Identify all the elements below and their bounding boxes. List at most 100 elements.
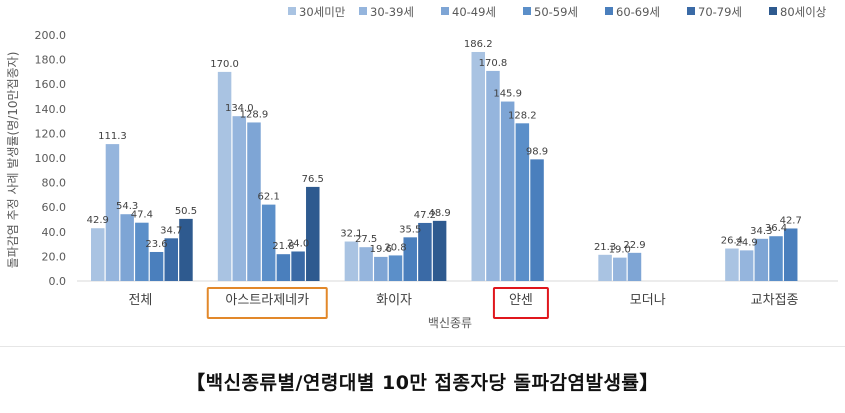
y-tick-label: 20.0 [42,250,67,263]
y-tick-label: 140.0 [35,103,67,116]
bar [627,252,642,281]
legend-label: 30-39세 [370,5,414,19]
data-label: 186.2 [464,39,493,50]
bar [91,228,105,281]
data-label: 62.1 [258,192,280,203]
legend-swatch [605,7,613,15]
divider [0,346,845,347]
data-label: 21.3 [594,242,616,253]
data-label: 20.8 [384,242,406,253]
y-tick-label: 120.0 [35,127,67,140]
bar [344,241,359,281]
y-tick-label: 160.0 [35,78,67,91]
data-label: 170.0 [210,59,239,70]
y-tick-label: 40.0 [42,226,67,239]
legend-swatch [769,7,777,15]
data-label: 22.9 [623,240,645,251]
bar [432,220,447,281]
data-label: 24.9 [735,237,757,248]
bar [247,122,261,281]
data-label: 34.3 [750,226,772,237]
y-tick-label: 100.0 [35,152,67,165]
y-tick-label: 180.0 [35,54,67,67]
data-label: 23.6 [145,239,167,250]
bars [91,51,798,282]
bar [613,257,627,281]
legend-label: 70-79세 [698,5,742,19]
legend-swatch [523,7,531,15]
y-axis-label: 돌파감염 추정 사례 발생률(명/10만접종자) [6,52,20,269]
data-label: 98.9 [526,146,548,157]
legend-swatch [288,7,296,15]
highlight-boxes [206,287,549,319]
category-label: 모더나 [630,293,666,308]
legend-swatch [359,7,367,15]
bar [530,159,544,281]
category-labels: 전체 아스트라제네카 화이자 얀센 모더나 교차접종 [128,293,798,308]
data-label: 128.9 [240,109,269,120]
bar [164,238,178,281]
bar [754,238,769,281]
highlight-box [492,287,549,319]
data-label: 42.9 [87,215,109,226]
category-label: 화이자 [376,293,412,308]
bar [149,251,164,281]
data-label: 34.7 [160,225,182,236]
chart: 30세미만 30-39세 40-49세 50-59세 60-69세 70-79세 80세이상… [6,5,838,330]
chart-caption: 【백신종류별/연령대별 10만 접종자당 돌파감염발생률】 [186,372,659,394]
legend-label: 30세미만 [299,5,346,19]
data-label: 21.8 [272,241,294,252]
legend: 30세미만 30-39세 40-49세 50-59세 60-69세 70-79세 80세이상 [288,5,827,19]
data-label: 134.0 [225,103,254,114]
data-label: 47.4 [131,210,153,221]
data-labels: 42.9111.354.347.423.634.750.5170.0134.01… [87,39,802,256]
data-label: 128.2 [508,110,537,121]
data-label: 76.5 [302,174,324,185]
data-label: 26.4 [721,236,743,247]
bar [486,70,500,281]
category-label: 아스트라제네카 [225,293,309,308]
data-label: 42.7 [780,215,802,226]
legend-label: 50-59세 [534,5,578,19]
bar [783,228,798,281]
bar [769,236,783,281]
bar [232,116,247,282]
data-label: 170.8 [479,58,508,69]
bar [217,71,232,282]
data-label: 36.4 [765,223,787,234]
bar [374,256,388,281]
y-tick-label: 0.0 [49,275,67,288]
data-label: 27.5 [355,234,377,245]
bar [120,214,134,281]
x-axis-label: 백신종류 [428,316,472,330]
bar [105,144,120,281]
legend-label: 80세이상 [780,5,827,19]
data-label: 111.3 [98,131,127,142]
bar [261,204,276,281]
category-label: 전체 [128,293,152,308]
data-label: 54.3 [116,201,138,212]
y-tick-label: 200.0 [35,29,67,42]
bar [403,237,417,281]
y-tick-label: 80.0 [42,177,67,190]
bar [598,254,612,281]
data-label: 19.6 [370,244,392,255]
y-tick-label: 60.0 [42,201,67,214]
bar [471,51,485,281]
bar [739,250,754,281]
bar [359,247,373,281]
legend-swatch [687,7,695,15]
data-label: 48.9 [428,208,450,219]
data-label: 19.0 [609,245,631,256]
data-label: 50.5 [175,206,197,217]
data-label: 47.2 [414,210,436,221]
bar [276,254,291,281]
legend-label: 40-49세 [452,5,496,19]
data-label: 24.0 [287,238,309,249]
legend-label: 60-69세 [616,5,660,19]
bar [418,222,432,281]
category-label: 얀센 [509,293,533,308]
bar [725,248,739,281]
data-label: 145.9 [493,89,522,100]
bar [306,186,320,281]
